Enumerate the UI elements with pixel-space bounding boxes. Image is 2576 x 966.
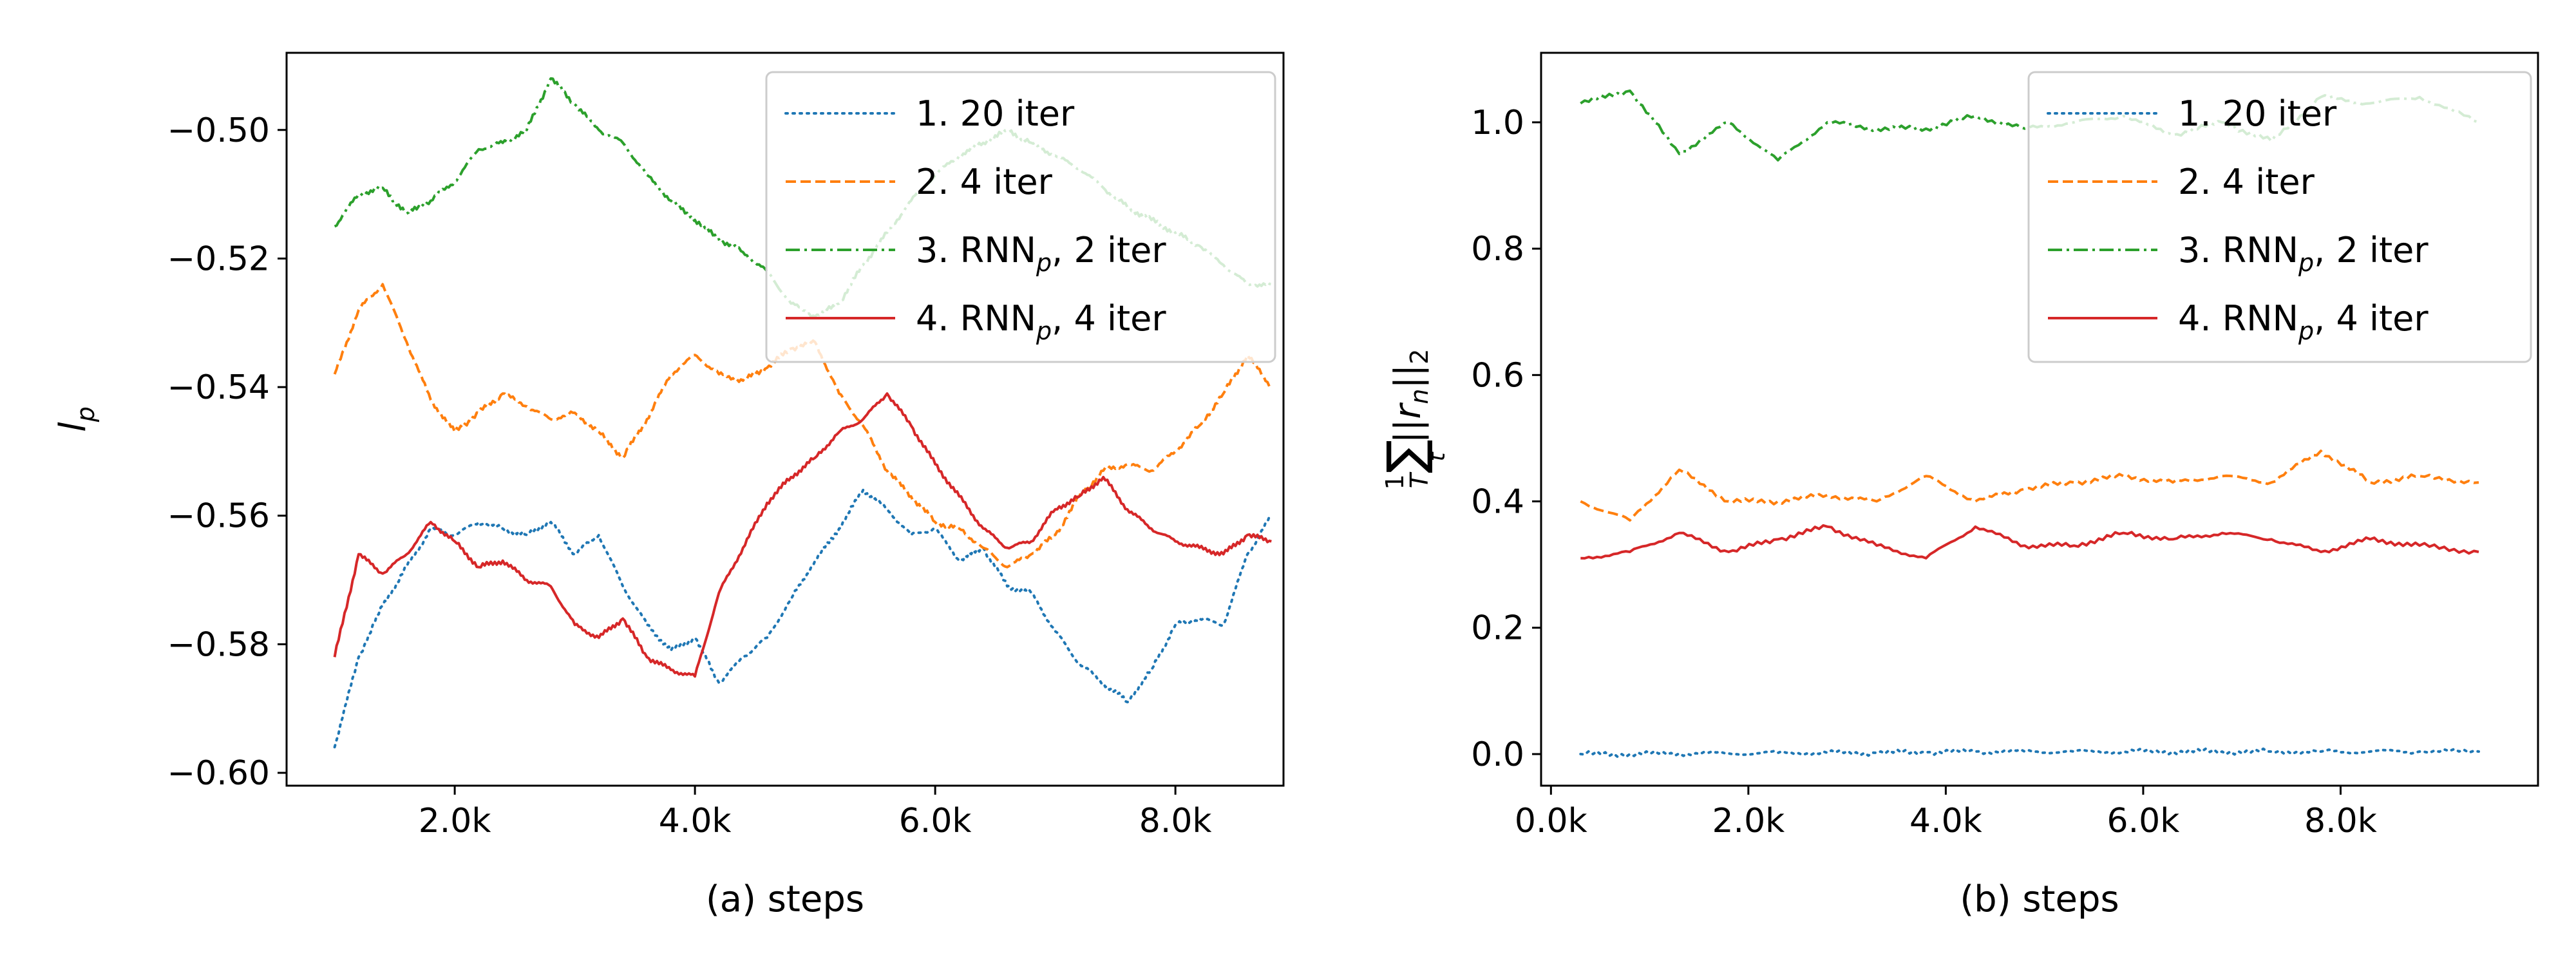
panel-a-x-tick-label: 4.0k — [659, 802, 732, 840]
panel-a-y-tick-label: −0.60 — [167, 754, 270, 793]
panel-a-series-1-line — [333, 488, 1273, 749]
panel-a-y-label-base: l — [52, 422, 94, 432]
panel-b-y-label-sum: ∑ — [1377, 439, 1435, 473]
panel-b-x-tick-label: 6.0k — [2107, 802, 2180, 840]
panel-b-chart: 0.0k 2.0k 4.0k 6.0k 8.0k 0.0 0.2 0.4 0.6 0.8 1.0 (… — [1377, 52, 2539, 920]
panel-b-ticks: 0.0k 2.0k 4.0k 6.0k 8.0k 0.0 0.2 0.4 0.6 0.8 1.0 — [1471, 104, 2377, 840]
panel-b-y-tick-label: 0.6 — [1471, 356, 1524, 395]
panel-b-legend-label-2: 2. 4 iter — [2178, 162, 2315, 202]
panel-a-y-label-sub: p — [71, 406, 100, 422]
panel-a-x-tick-label: 8.0k — [1139, 802, 1212, 840]
panel-a-x-tick-label: 2.0k — [419, 802, 491, 840]
panel-a-y-tick-label: −0.56 — [167, 497, 270, 536]
panel-b-y-label-frac-num: 1 — [1381, 474, 1409, 489]
panel-b-series-2-line — [1580, 450, 2479, 522]
panel-a-chart: 2.0k 4.0k 6.0k 8.0k −0.60 −0.58 −0.56 −0.54 −0.5… — [52, 52, 1285, 920]
panel-a-y-tick-label: −0.54 — [167, 368, 270, 407]
panel-b-legend-box — [2027, 71, 2532, 363]
panel-b-y-label-r: r — [1387, 402, 1429, 419]
panel-a-legend-label-3: 3. RNNp, 2 iter — [916, 230, 1166, 277]
panel-a-legend-box — [765, 71, 1276, 363]
panel-b-series-1-line — [1579, 747, 2480, 759]
panel-b-y-label-norm-close: || — [1387, 365, 1429, 389]
panel-a-y-tick-label: −0.58 — [167, 625, 270, 664]
panel-b-x-tick-label: 8.0k — [2304, 802, 2377, 840]
panel-b-x-tick-label: 0.0k — [1515, 802, 1587, 840]
panel-b-y-label-r-sub: n — [1405, 388, 1434, 404]
panel-b-x-axis-label: (b) steps — [1960, 878, 2119, 920]
panel-b-y-tick-label: 0.4 — [1471, 483, 1524, 522]
panel-a-x-tick-label: 6.0k — [899, 802, 972, 840]
panel-b-y-tick-label: 1.0 — [1471, 104, 1524, 142]
panel-a-axes-frame — [285, 52, 1285, 787]
panel-a-ticks: 2.0k 4.0k 6.0k 8.0k −0.60 −0.58 −0.56 −0.54 −0.5… — [167, 111, 1212, 840]
panel-b-y-label-frac-den: T — [1405, 471, 1434, 488]
panel-b-x-tick-label: 2.0k — [1712, 802, 1785, 840]
panel-b-series-4-line — [1580, 524, 2479, 560]
panel-b-legend-label-1: 1. 20 iter — [2178, 93, 2337, 134]
panel-b-legend-label-4: 4. RNNp, 4 iter — [2178, 298, 2429, 345]
panel-a-y-axis-label: lp — [52, 406, 100, 432]
panel-a-y-tick-label: −0.50 — [167, 111, 270, 150]
panel-a-legend: 1. 20 iter 2. 4 iter 3. RNNp, 2 iter 4. RNN… — [765, 71, 1276, 363]
panel-b-y-label-norm-sub: 2 — [1405, 349, 1434, 365]
panel-b-x-tick-label: 4.0k — [1909, 802, 1982, 840]
panel-b-legend: 1. 20 iter 2. 4 iter 3. RNNp, 2 iter 4. RNN… — [2027, 71, 2532, 363]
panel-a-legend-label-4: 4. RNNp, 4 iter — [916, 298, 1166, 345]
panel-b-axes-frame — [1540, 52, 2539, 787]
panel-a-y-tick-label: −0.52 — [167, 240, 270, 278]
panel-b-legend-label-3: 3. RNNp, 2 iter — [2178, 230, 2429, 277]
panel-a-x-axis-label: (a) steps — [706, 878, 864, 920]
panel-b-y-label-norm-open: || — [1387, 419, 1429, 444]
panel-a-series-4-line — [333, 392, 1272, 678]
panel-a-legend-label-2: 2. 4 iter — [916, 162, 1053, 202]
panel-b-y-tick-label: 0.8 — [1471, 230, 1524, 269]
panel-b-y-tick-label: 0.2 — [1471, 609, 1524, 648]
panel-b-y-label-sum-sub: t — [1424, 451, 1450, 461]
panel-b-y-axis-label: 1T∑t||rn||2 — [1377, 349, 1450, 490]
panel-b-y-label-text: 1T∑t||rn||2 — [1377, 349, 1450, 490]
panel-b-y-tick-label: 0.0 — [1471, 735, 1524, 774]
panel-a-legend-label-1: 1. 20 iter — [916, 93, 1075, 134]
